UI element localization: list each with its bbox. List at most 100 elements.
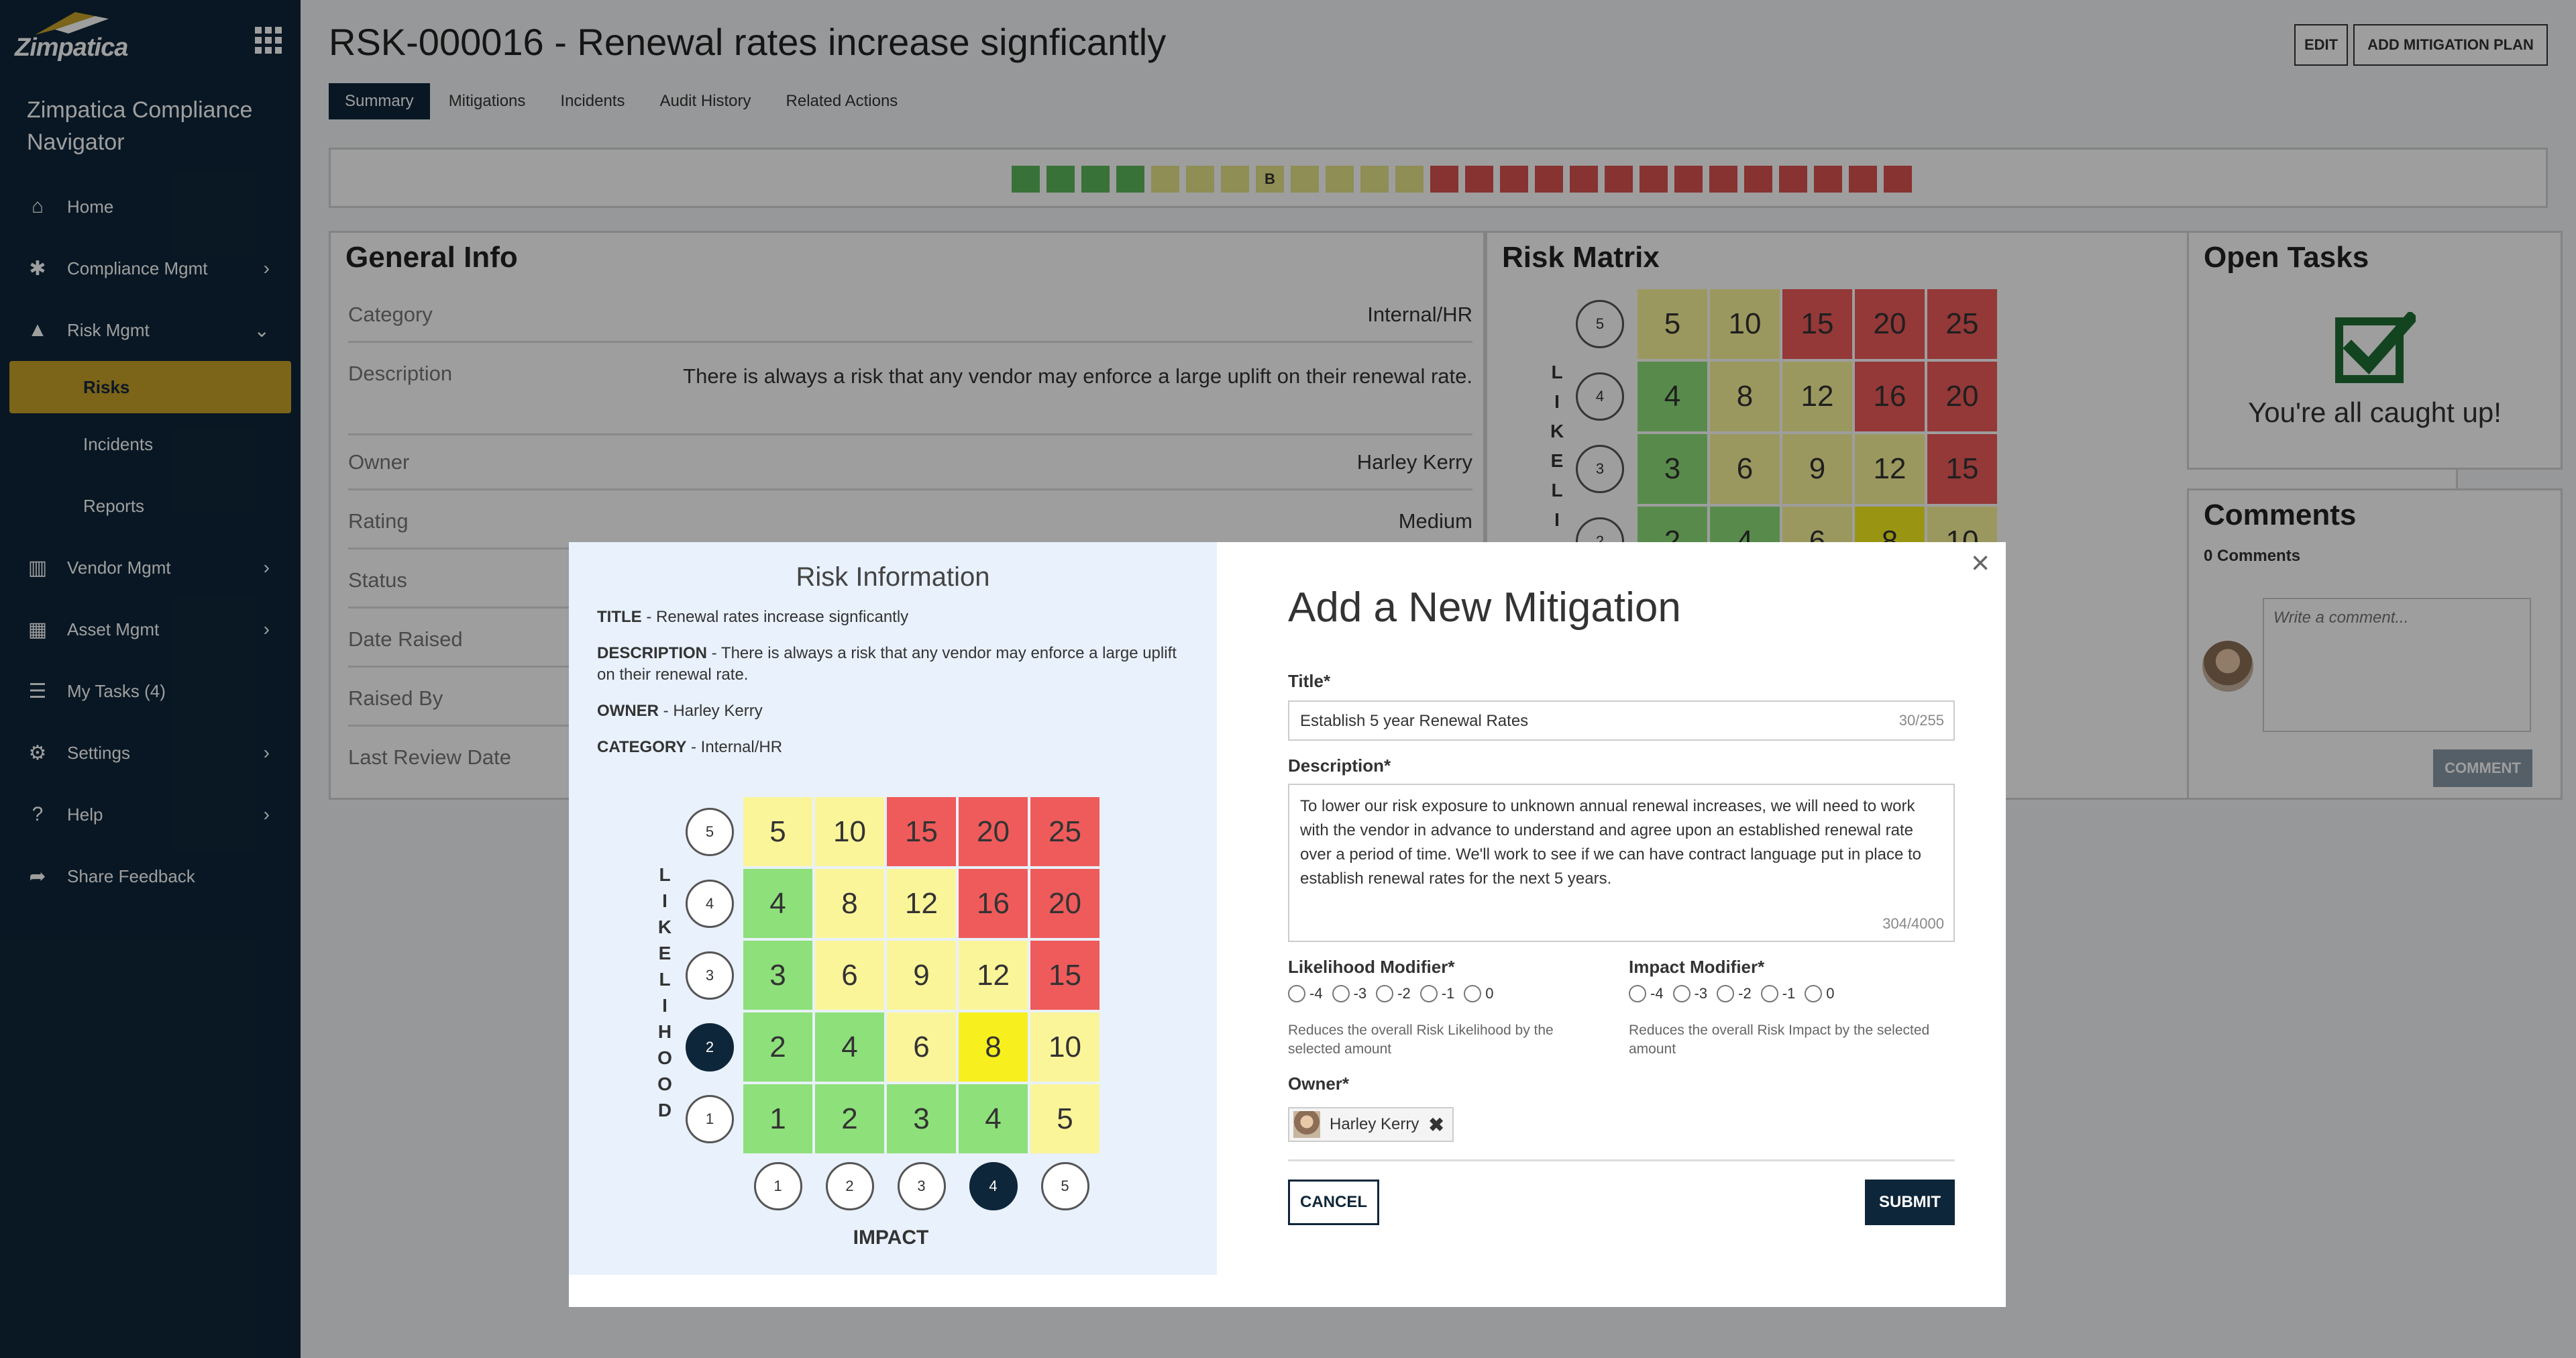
app-launcher-icon[interactable] — [255, 27, 282, 54]
likelihood-axis-letter: K — [1550, 421, 1564, 441]
cancel-button[interactable]: CANCEL — [1288, 1180, 1379, 1225]
tab-bar: Summary Mitigations Incidents Audit Hist… — [329, 83, 916, 119]
matrix-cell: 20 — [959, 797, 1028, 866]
sidebar-item-reports[interactable]: Reports — [83, 495, 145, 516]
likelihood-axis-letter: O — [657, 1074, 672, 1094]
sidebar-item-label: Help — [67, 804, 103, 825]
sidebar-item-settings[interactable]: ⚙ Settings › — [0, 722, 301, 784]
sidebar-item-incidents[interactable]: Incidents — [83, 433, 154, 454]
impact-radio-minus1[interactable]: -1 — [1760, 985, 1795, 1002]
likelihood-level-3[interactable]: 3 — [686, 951, 734, 1000]
likelihood-radio-minus1[interactable]: -1 — [1419, 985, 1454, 1002]
tab-related-actions[interactable]: Related Actions — [786, 92, 898, 110]
matrix-cell: 6 — [1710, 434, 1780, 504]
likelihood-axis-letter: O — [657, 1047, 672, 1068]
sidebar-item-home[interactable]: ⌂ Home — [0, 176, 301, 238]
tab-audit-history[interactable]: Audit History — [659, 92, 751, 110]
likelihood-level-4[interactable]: 4 — [1576, 372, 1624, 421]
info-value: Harley Kerry — [1356, 450, 1472, 474]
sidebar-item-feedback[interactable]: ➦ Share Feedback — [0, 845, 301, 907]
sidebar-item-mytasks[interactable]: ☰ My Tasks (4) — [0, 660, 301, 722]
likelihood-level-5[interactable]: 5 — [686, 808, 734, 856]
impact-radio-minus3[interactable]: -3 — [1672, 985, 1707, 1002]
matrix-cell: 16 — [1855, 362, 1925, 431]
mitigation-form-heading: Add a New Mitigation — [1288, 584, 1681, 631]
comment-button[interactable]: COMMENT — [2433, 749, 2532, 787]
sidebar-item-asset[interactable]: ▦ Asset Mgmt › — [0, 598, 301, 660]
likelihood-level-5[interactable]: 5 — [1576, 300, 1624, 348]
impact-level-4[interactable]: 4 — [969, 1162, 1018, 1210]
sidebar-nav: ⌂ Home ✱ Compliance Mgmt › ▲ Risk Mgmt ⌄… — [0, 176, 301, 907]
matrix-cell: 3 — [1638, 434, 1707, 504]
likelihood-radio-0[interactable]: 0 — [1464, 985, 1494, 1002]
impact-radio-minus4[interactable]: -4 — [1629, 985, 1664, 1002]
likelihood-level-3[interactable]: 3 — [1576, 445, 1624, 493]
impact-level-3[interactable]: 3 — [897, 1162, 946, 1210]
matrix-cell: 8 — [815, 869, 884, 938]
matrix-cell: 25 — [1927, 289, 1997, 359]
home-icon: ⌂ — [31, 195, 44, 217]
sidebar-item-vendor[interactable]: ▥ Vendor Mgmt › — [0, 537, 301, 598]
page-title: RSK-000016 - Renewal rates increase sign… — [329, 21, 1167, 63]
risk-info-description-value: There is always a risk that any vendor m… — [597, 644, 1177, 684]
matrix-cell: 16 — [959, 869, 1028, 938]
likelihood-modifier-help: Reduces the overall Risk Likelihood by t… — [1288, 1023, 1554, 1057]
matrix-cell: 9 — [1782, 434, 1852, 504]
impact-level-5[interactable]: 5 — [1040, 1162, 1089, 1210]
title-field[interactable]: Establish 5 year Renewal Rates 30/255 — [1288, 700, 1955, 741]
info-value: Medium — [1398, 509, 1472, 533]
impact-modifier-radios: -4 -3 -2 -1 0 — [1629, 985, 1835, 1002]
likelihood-level-2[interactable]: 2 — [686, 1023, 734, 1072]
likelihood-axis-letter: L — [659, 969, 671, 990]
likelihood-axis-letter: I — [1554, 391, 1560, 412]
close-icon[interactable]: × — [1970, 545, 1990, 581]
impact-level-2[interactable]: 2 — [825, 1162, 874, 1210]
matrix-cell: 12 — [1855, 434, 1925, 504]
share-icon: ➦ — [29, 865, 46, 888]
edit-button[interactable]: EDIT — [2294, 24, 2348, 66]
zimpatica-logo[interactable]: Zimpatica — [15, 9, 149, 63]
tab-incidents[interactable]: Incidents — [560, 92, 625, 110]
impact-radio-minus2[interactable]: -2 — [1717, 985, 1752, 1002]
general-info-title: General Info — [345, 241, 518, 274]
impact-level-1[interactable]: 1 — [753, 1162, 802, 1210]
info-label: Raised By — [348, 686, 443, 710]
matrix-cell: 3 — [743, 941, 812, 1010]
likelihood-level-4[interactable]: 4 — [686, 880, 734, 928]
likelihood-axis-letter: I — [1554, 509, 1560, 530]
sidebar-item-label: Home — [67, 196, 114, 217]
remove-owner-icon[interactable]: ✖ — [1428, 1114, 1444, 1135]
likelihood-radio-minus4[interactable]: -4 — [1288, 985, 1323, 1002]
matrix-cell: 6 — [887, 1012, 956, 1082]
risk-bar-segment — [1326, 166, 1354, 193]
comment-input[interactable] — [2263, 598, 2531, 732]
sidebar-item-compliance[interactable]: ✱ Compliance Mgmt › — [0, 238, 301, 299]
risk-bar-segment — [1849, 166, 1877, 193]
description-field[interactable]: To lower our risk exposure to unknown an… — [1288, 784, 1955, 942]
owner-chip-label: Harley Kerry — [1330, 1115, 1419, 1133]
likelihood-radio-minus2[interactable]: -2 — [1376, 985, 1411, 1002]
likelihood-level-1[interactable]: 1 — [686, 1095, 734, 1143]
sidebar-item-risk[interactable]: ▲ Risk Mgmt ⌄ — [0, 299, 301, 361]
info-label: Rating — [348, 509, 409, 533]
matrix-cell: 10 — [1710, 289, 1780, 359]
risk-info-owner-value: Harley Kerry — [673, 702, 763, 720]
sidebar-item-help[interactable]: ? Help › — [0, 784, 301, 845]
sidebar-item-risks[interactable]: Risks — [9, 361, 291, 413]
risk-bar-segment — [1709, 166, 1737, 193]
matrix-cell: 15 — [1927, 434, 1997, 504]
matrix-cell: 2 — [815, 1084, 884, 1153]
matrix-cell: 15 — [1030, 941, 1099, 1010]
add-mitigation-plan-button[interactable]: ADD MITIGATION PLAN — [2353, 24, 2548, 66]
matrix-cell: 20 — [1030, 869, 1099, 938]
submit-button[interactable]: SUBMIT — [1865, 1180, 1955, 1225]
likelihood-radio-minus3[interactable]: -3 — [1332, 985, 1366, 1002]
tab-mitigations[interactable]: Mitigations — [448, 92, 526, 110]
impact-radio-0[interactable]: 0 — [1805, 985, 1835, 1002]
description-field-label: Description* — [1288, 755, 1391, 776]
risk-bar-segment — [1012, 166, 1040, 193]
likelihood-modifier-label: Likelihood Modifier* — [1288, 957, 1455, 977]
tab-summary[interactable]: Summary — [329, 83, 430, 119]
chevron-right-icon: › — [263, 619, 270, 639]
title-field-value: Establish 5 year Renewal Rates — [1300, 712, 1529, 730]
